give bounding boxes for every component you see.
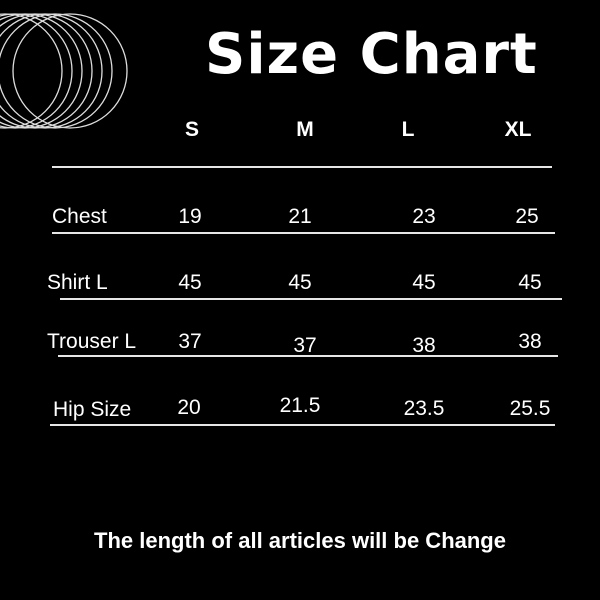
cell-value: 21 xyxy=(288,205,312,228)
row-label: Trouser L xyxy=(47,330,137,353)
size-header-m: M xyxy=(296,118,314,141)
cell-value: 38 xyxy=(518,330,542,353)
cell-value: 25 xyxy=(515,205,539,228)
cell-value: 20 xyxy=(177,396,201,419)
row-label: Chest xyxy=(52,205,107,228)
size-header-xl: XL xyxy=(504,118,532,141)
row-divider xyxy=(60,298,562,300)
row-divider xyxy=(58,355,558,357)
cell-value: 45 xyxy=(412,271,436,294)
footer-note: The length of all articles will be Chang… xyxy=(94,528,506,553)
size-header-s: S xyxy=(184,118,200,141)
decorative-circles-graphic xyxy=(0,13,128,129)
cell-value: 45 xyxy=(518,271,542,294)
cell-value: 19 xyxy=(178,205,202,228)
cell-value: 37 xyxy=(293,334,317,357)
row-divider xyxy=(52,232,555,234)
row-label: Shirt L xyxy=(47,271,108,294)
cell-value: 37 xyxy=(178,330,202,353)
header-divider xyxy=(52,166,552,168)
cell-value: 25.5 xyxy=(509,397,551,420)
cell-value: 23 xyxy=(412,205,436,228)
cell-value: 38 xyxy=(412,334,436,357)
row-divider xyxy=(50,424,555,426)
row-label: Hip Size xyxy=(53,398,132,421)
page-title: Size Chart xyxy=(205,22,538,87)
cell-value: 21.5 xyxy=(279,394,321,417)
cell-value: 45 xyxy=(178,271,202,294)
size-header-l: L xyxy=(401,118,415,141)
cell-value: 23.5 xyxy=(403,397,445,420)
cell-value: 45 xyxy=(288,271,312,294)
